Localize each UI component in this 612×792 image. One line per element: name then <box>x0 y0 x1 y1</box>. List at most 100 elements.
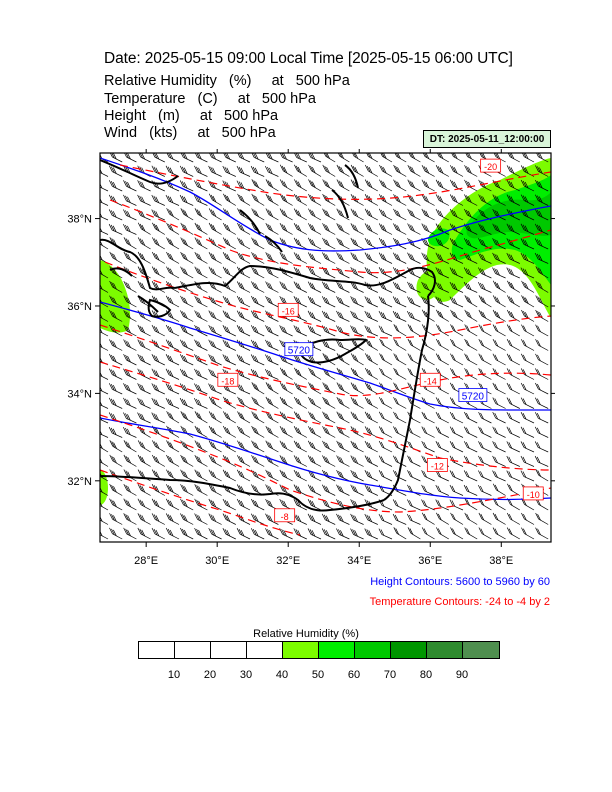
wind-barb <box>308 179 322 192</box>
wind-barb <box>336 266 350 279</box>
wind-barb <box>449 281 464 293</box>
wind-barb <box>478 309 492 322</box>
wind-barb <box>137 383 151 395</box>
wind-barb <box>364 179 378 192</box>
wind-barb <box>265 281 279 293</box>
wind-barb <box>520 267 535 279</box>
wind-barb <box>336 528 350 540</box>
wind-barb <box>449 441 464 453</box>
wind-barb <box>251 295 265 308</box>
lat-tick-label-2: 36°N <box>67 301 92 313</box>
wind-barb <box>378 325 393 337</box>
wind-barb <box>407 470 421 482</box>
lon-tick-label-2: 32°E <box>276 555 300 567</box>
wind-barb <box>506 382 520 395</box>
wind-barb <box>407 310 421 322</box>
height-contour-5720 <box>100 301 551 411</box>
wind-barb <box>435 238 449 250</box>
wind-barb <box>449 499 464 511</box>
wind-barb <box>151 498 165 511</box>
wind-barb <box>151 484 165 496</box>
wind-barb <box>265 266 279 279</box>
wind-barb <box>321 339 336 351</box>
wind-barb <box>392 296 407 308</box>
wind-barb <box>422 153 435 163</box>
wind-barb <box>123 194 137 206</box>
wind-barb <box>492 527 506 540</box>
wind-barb <box>535 397 549 409</box>
wind-barb <box>350 325 364 337</box>
wind-barb <box>265 382 279 395</box>
wind-barb <box>435 441 449 453</box>
wind-barb <box>421 252 435 264</box>
wind-barb <box>108 397 123 409</box>
wind-barb <box>194 397 208 409</box>
wind-barb <box>322 266 336 279</box>
wind-barb <box>451 153 464 163</box>
wind-barb <box>151 165 165 177</box>
wind-barb <box>535 382 549 395</box>
wind-barb <box>378 528 393 540</box>
wind-barb <box>364 513 378 525</box>
wind-barb <box>435 165 449 177</box>
wind-barb <box>393 338 407 351</box>
wind-barb <box>293 469 307 482</box>
wind-barb <box>435 353 449 366</box>
wind-barb <box>180 324 194 337</box>
wind-barb <box>100 457 109 467</box>
wind-barb <box>521 309 535 322</box>
wind-barb <box>464 165 478 177</box>
height-label-box-0 <box>284 342 314 357</box>
wind-barb <box>393 223 407 235</box>
wind-barb <box>236 295 251 308</box>
wind-barb <box>208 208 222 221</box>
wind-barb <box>506 223 520 235</box>
wind-barb <box>194 454 208 467</box>
wind-barb <box>293 513 307 525</box>
map-frame <box>99 152 552 543</box>
wind-barb <box>364 164 378 177</box>
variable-line-temp: Temperature (C) at 500 hPa <box>104 91 316 107</box>
wind-barb <box>137 339 151 351</box>
wind-barb <box>180 425 194 438</box>
wind-barb <box>194 339 208 351</box>
wind-barb <box>237 237 251 250</box>
wind-barb <box>294 179 307 192</box>
wind-barb <box>100 430 109 438</box>
wind-barb <box>379 179 393 192</box>
wind-barb <box>463 252 478 264</box>
wind-barb <box>322 237 336 250</box>
wind-barb <box>421 426 435 438</box>
wind-barb <box>137 222 151 235</box>
wind-barb <box>265 208 279 221</box>
wind-barb <box>336 513 350 525</box>
wind-barb <box>307 281 322 293</box>
axis-ticks: 28°E 30°E 32°E 34°E 36°E 38°E 32°N 34°N 36°N 38°N <box>67 149 555 567</box>
wind-barb <box>194 368 208 380</box>
dt-badge: DT: 2025-05-11_12:00:00 <box>423 130 551 148</box>
temp-label-1: -16 <box>282 306 295 316</box>
wind-barb <box>393 426 407 438</box>
wind-barb <box>506 339 520 351</box>
wind-barbs <box>100 153 549 540</box>
wind-barb <box>492 252 506 264</box>
wind-barb <box>464 353 478 366</box>
wind-barb <box>378 513 393 525</box>
colorbar-label-2: 30 <box>239 669 253 681</box>
colorbar-box-7 <box>391 642 427 658</box>
wind-barb <box>464 512 478 525</box>
wind-barb <box>194 310 208 322</box>
wind-barb <box>123 368 137 380</box>
wind-barb <box>251 237 265 250</box>
wind-barb <box>237 455 251 467</box>
wind-barb <box>237 440 251 453</box>
wind-barb <box>194 383 208 395</box>
wind-barb <box>151 412 165 424</box>
wind-barb <box>307 296 322 308</box>
wind-barb <box>151 281 165 293</box>
wind-barb <box>464 324 478 337</box>
wind-barb <box>208 310 222 322</box>
wind-barb <box>421 164 435 177</box>
wind-barb <box>151 454 165 467</box>
wind-barb <box>123 527 137 540</box>
